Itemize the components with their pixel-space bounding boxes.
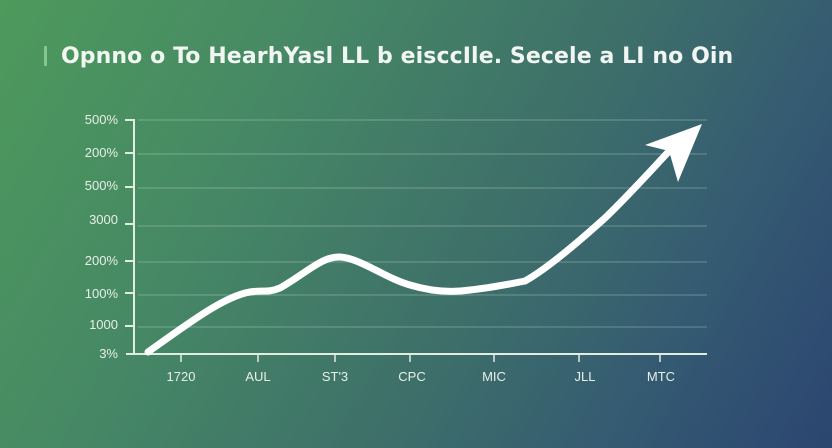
x-tick-label: ST'3 (321, 369, 349, 384)
x-tick-label: CPC (398, 369, 426, 384)
gridlines (138, 119, 707, 328)
title-accent-bar (44, 46, 47, 66)
arrow-head-icon (645, 124, 702, 182)
x-tick-label: AUL (245, 369, 271, 384)
y-tick-label: 3000 (89, 212, 118, 227)
x-tick-label: JLL (574, 369, 596, 384)
x-tick-label: MTC (646, 369, 676, 384)
y-tick-label: 100% (84, 286, 118, 301)
x-tick-label: MIC (482, 369, 506, 384)
y-tick-label: 200% (84, 145, 118, 160)
y-tick-label: 1000 (89, 317, 118, 332)
chart-title-bar: Opnno o To HearhYasl LL b eisccIle. Sece… (44, 43, 734, 69)
x-tick-label: 1720 (166, 369, 196, 384)
y-tick-label: 200% (84, 253, 118, 268)
chart-title: Opnno o To HearhYasl LL b eisccIle. Sece… (61, 43, 734, 69)
y-tick-label: 500% (84, 178, 118, 193)
y-tick-label: 3% (99, 346, 118, 361)
axes (125, 119, 707, 362)
trend-line (144, 144, 676, 356)
y-tick-label: 500% (84, 112, 118, 127)
